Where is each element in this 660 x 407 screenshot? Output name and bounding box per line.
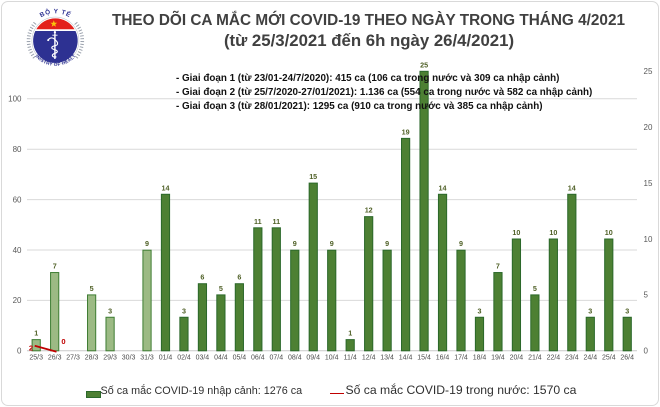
- svg-text:1: 1: [34, 329, 38, 338]
- svg-text:19: 19: [402, 127, 410, 136]
- svg-text:0: 0: [61, 337, 65, 346]
- svg-text:26/4: 26/4: [620, 355, 634, 362]
- svg-text:14: 14: [568, 183, 576, 192]
- svg-text:60: 60: [13, 195, 22, 204]
- svg-text:14/4: 14/4: [399, 355, 413, 362]
- svg-text:7: 7: [496, 262, 500, 271]
- svg-text:02/4: 02/4: [177, 355, 191, 362]
- svg-text:06/4: 06/4: [251, 355, 265, 362]
- svg-text:0: 0: [644, 347, 649, 356]
- svg-text:9: 9: [293, 239, 297, 248]
- svg-text:6: 6: [237, 273, 241, 282]
- svg-text:15: 15: [644, 179, 653, 188]
- svg-text:3: 3: [108, 306, 112, 315]
- svg-text:100: 100: [8, 95, 22, 104]
- svg-text:11: 11: [254, 217, 262, 226]
- svg-text:BỘ Y TẾ: BỘ Y TẾ: [39, 7, 74, 19]
- svg-text:20: 20: [13, 296, 22, 305]
- svg-text:18/4: 18/4: [473, 355, 487, 362]
- svg-text:6: 6: [200, 273, 204, 282]
- svg-text:25/3: 25/3: [29, 355, 43, 362]
- svg-text:0: 0: [17, 347, 22, 356]
- svg-text:23/4: 23/4: [565, 355, 579, 362]
- svg-text:19/4: 19/4: [491, 355, 505, 362]
- svg-text:10: 10: [549, 228, 557, 237]
- svg-text:2: 2: [29, 343, 33, 352]
- svg-text:25: 25: [420, 60, 428, 69]
- svg-text:07/4: 07/4: [269, 355, 283, 362]
- svg-text:04/4: 04/4: [214, 355, 228, 362]
- svg-text:03/4: 03/4: [196, 355, 210, 362]
- svg-text:17/4: 17/4: [454, 355, 468, 362]
- svg-text:28/3: 28/3: [85, 355, 99, 362]
- svg-text:30/3: 30/3: [122, 355, 136, 362]
- svg-text:29/3: 29/3: [103, 355, 117, 362]
- svg-text:01/4: 01/4: [159, 355, 173, 362]
- svg-text:5: 5: [219, 284, 223, 293]
- svg-text:14: 14: [439, 183, 447, 192]
- svg-text:11/4: 11/4: [344, 355, 357, 362]
- svg-text:10/4: 10/4: [325, 355, 339, 362]
- svg-text:20: 20: [644, 123, 653, 132]
- svg-text:9: 9: [459, 239, 463, 248]
- svg-text:9: 9: [385, 239, 389, 248]
- svg-text:3: 3: [625, 306, 629, 315]
- svg-text:5: 5: [644, 291, 649, 300]
- svg-text:3: 3: [588, 306, 592, 315]
- svg-text:10: 10: [512, 228, 520, 237]
- svg-text:15: 15: [309, 172, 317, 181]
- svg-text:13/4: 13/4: [380, 355, 394, 362]
- svg-text:1: 1: [348, 329, 352, 338]
- svg-text:5: 5: [90, 284, 94, 293]
- svg-text:26/3: 26/3: [48, 355, 62, 362]
- svg-text:31/3: 31/3: [140, 355, 154, 362]
- svg-text:7: 7: [53, 262, 57, 271]
- svg-text:21/4: 21/4: [528, 355, 542, 362]
- svg-text:22/4: 22/4: [547, 355, 561, 362]
- svg-text:20/4: 20/4: [510, 355, 524, 362]
- svg-text:12: 12: [365, 206, 373, 215]
- svg-text:10: 10: [605, 228, 613, 237]
- svg-text:9: 9: [330, 239, 334, 248]
- svg-text:80: 80: [13, 145, 22, 154]
- svg-text:40: 40: [13, 246, 22, 255]
- svg-text:16/4: 16/4: [436, 355, 450, 362]
- svg-text:10: 10: [644, 235, 653, 244]
- svg-text:5: 5: [533, 284, 537, 293]
- svg-text:25/4: 25/4: [602, 355, 616, 362]
- svg-text:3: 3: [478, 306, 482, 315]
- svg-text:11: 11: [272, 217, 280, 226]
- svg-text:08/4: 08/4: [288, 355, 302, 362]
- svg-text:14: 14: [162, 183, 170, 192]
- svg-text:15/4: 15/4: [417, 355, 431, 362]
- svg-text:27/3: 27/3: [66, 355, 80, 362]
- svg-text:09/4: 09/4: [306, 355, 320, 362]
- svg-text:25: 25: [644, 67, 653, 76]
- svg-text:05/4: 05/4: [233, 355, 247, 362]
- svg-text:9: 9: [145, 239, 149, 248]
- svg-text:24/4: 24/4: [583, 355, 597, 362]
- svg-text:12/4: 12/4: [362, 355, 376, 362]
- svg-text:3: 3: [182, 306, 186, 315]
